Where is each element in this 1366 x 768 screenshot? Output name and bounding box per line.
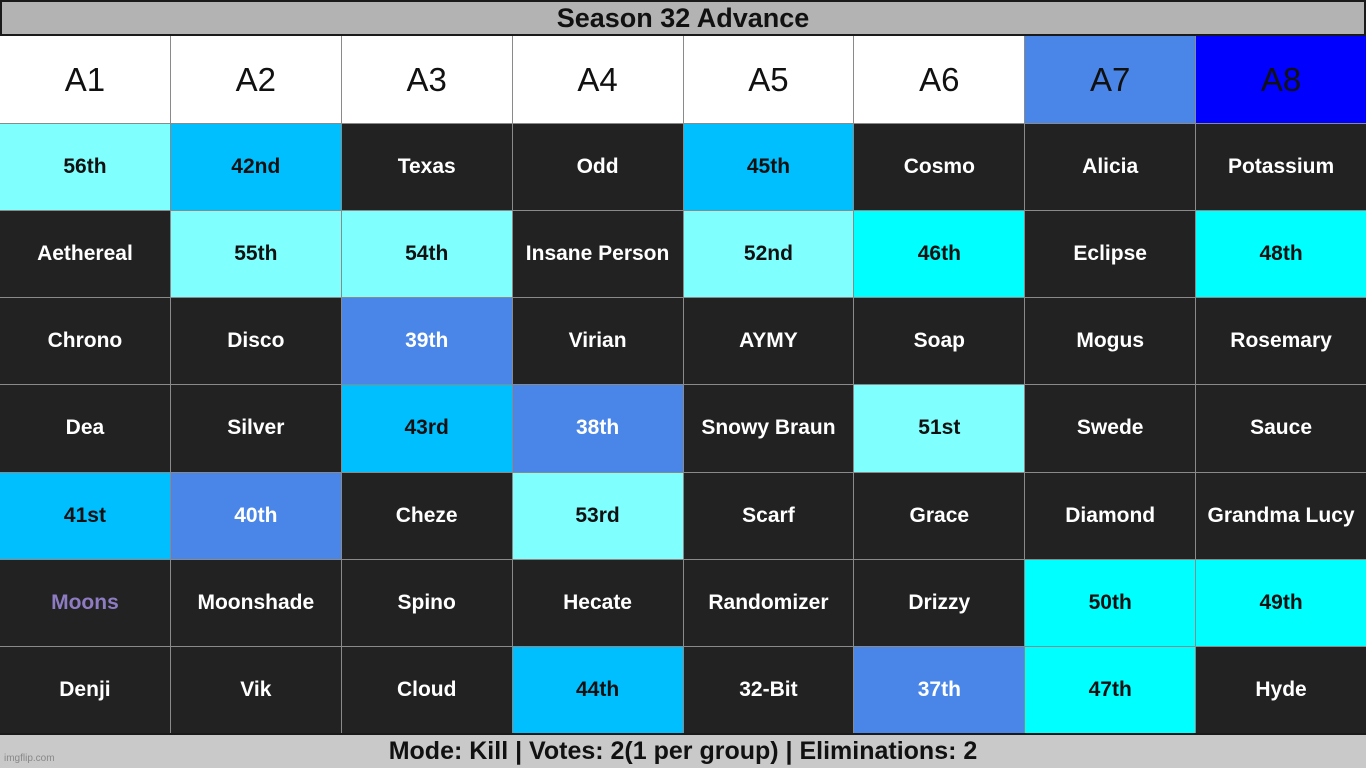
grid-cell: 51st [854, 385, 1025, 472]
grid-cell: Moonshade [170, 559, 341, 646]
watermark: imgflip.com [4, 753, 55, 764]
page-title: Season 32 Advance [0, 0, 1366, 36]
grid-cell: 43rd [341, 385, 512, 472]
grid-cell: Aethereal [0, 211, 170, 298]
grid-cell: Cheze [341, 472, 512, 559]
grid-cell: Swede [1025, 385, 1196, 472]
grid-cell: Scarf [683, 472, 854, 559]
grid-cell: Vik [170, 646, 341, 733]
grid-cell: Chrono [0, 298, 170, 385]
footer-status: Mode: Kill | Votes: 2(1 per group) | Eli… [0, 733, 1366, 768]
grid-cell: 44th [512, 646, 683, 733]
grid-cell: Hyde [1196, 646, 1366, 733]
grid-cell: Texas [341, 124, 512, 211]
grid-cell: 42nd [170, 124, 341, 211]
column-header-a5: A5 [683, 36, 854, 123]
grid-cell: Soap [854, 298, 1025, 385]
grid-cell: Silver [170, 385, 341, 472]
grid-cell: 46th [854, 211, 1025, 298]
grid-cell: Grace [854, 472, 1025, 559]
grid-cell: Eclipse [1025, 211, 1196, 298]
grid-cell: 53rd [512, 472, 683, 559]
grid-cell: 52nd [683, 211, 854, 298]
grid-cell: Cosmo [854, 124, 1025, 211]
grid-cell: Mogus [1025, 298, 1196, 385]
grid-cell: 32-Bit [683, 646, 854, 733]
grid-cell: Insane Person [512, 211, 683, 298]
grid-cell: Rosemary [1196, 298, 1366, 385]
grid-cell: Randomizer [683, 559, 854, 646]
grid-cell: Spino [341, 559, 512, 646]
grid-cell: 48th [1196, 211, 1366, 298]
column-header-a4: A4 [512, 36, 683, 123]
column-header-a1: A1 [0, 36, 170, 123]
grid-cell: 56th [0, 124, 170, 211]
grid-cell: Snowy Braun [683, 385, 854, 472]
grid-cell: Denji [0, 646, 170, 733]
grid-cell: Virian [512, 298, 683, 385]
grid-cell: Alicia [1025, 124, 1196, 211]
column-header-a6: A6 [854, 36, 1025, 123]
grid-cell: 40th [170, 472, 341, 559]
grid-cell: 38th [512, 385, 683, 472]
grid-cell: Hecate [512, 559, 683, 646]
grid-cell: 49th [1196, 559, 1366, 646]
column-header-a7: A7 [1025, 36, 1196, 123]
grid-cell: Grandma Lucy [1196, 472, 1366, 559]
grid-cell: 37th [854, 646, 1025, 733]
column-header-a3: A3 [341, 36, 512, 123]
grid-cell: Disco [170, 298, 341, 385]
grid-cell: 47th [1025, 646, 1196, 733]
grid-cell: 39th [341, 298, 512, 385]
grid-cell: Dea [0, 385, 170, 472]
grid-cell: 55th [170, 211, 341, 298]
grid-cell: Potassium [1196, 124, 1366, 211]
season-grid: A1 A2 A3 A4 A5 A6 A7 A8 56th 42nd Texas Odd 45th Cosm… [0, 36, 1366, 733]
grid-cell: Cloud [341, 646, 512, 733]
grid-cell: Odd [512, 124, 683, 211]
grid-cell: 54th [341, 211, 512, 298]
column-header-a8: A8 [1196, 36, 1366, 123]
grid-cell: Sauce [1196, 385, 1366, 472]
grid-cell: AYMY [683, 298, 854, 385]
grid-cell: Diamond [1025, 472, 1196, 559]
grid-cell: 45th [683, 124, 854, 211]
grid-cell: 50th [1025, 559, 1196, 646]
grid-cell: Moons [0, 559, 170, 646]
column-header-a2: A2 [170, 36, 341, 123]
grid-cell: 41st [0, 472, 170, 559]
grid-cell: Drizzy [854, 559, 1025, 646]
